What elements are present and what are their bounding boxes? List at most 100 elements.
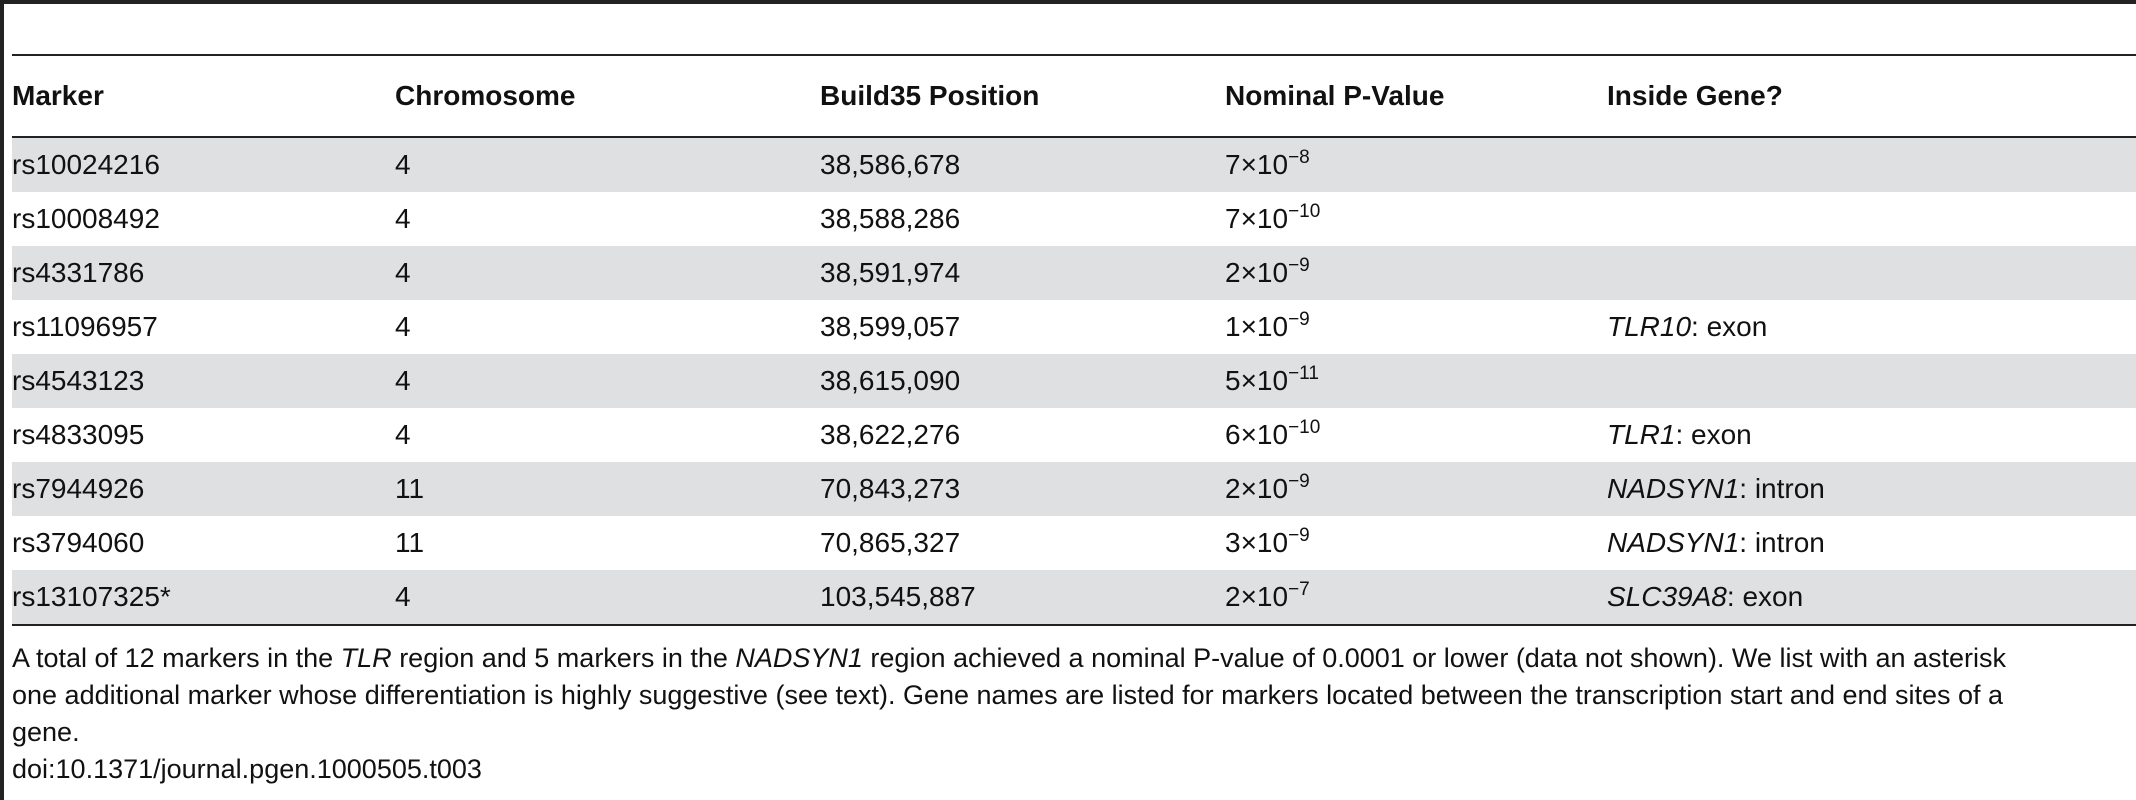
gene-separator: : <box>1739 527 1755 558</box>
table-header-row: Marker Chromosome Build35 Position Nomin… <box>12 55 2136 137</box>
cell-chromosome: 4 <box>395 203 411 234</box>
footnote-line-3: gene. <box>12 717 80 747</box>
cell-inside-gene <box>1607 246 2136 300</box>
gene-name: SLC39A8 <box>1607 581 1727 612</box>
gene-separator: : <box>1675 419 1692 450</box>
table-row: rs7944926 11 70,843,273 2×10−9 NADSYN1: intr… <box>12 462 2136 516</box>
table-row: rs4331786 4 38,591,974 2×10−9 <box>12 246 2136 300</box>
cell-p-value: 2×10−9 <box>1225 462 1607 516</box>
cell-inside-gene <box>1607 354 2136 408</box>
p-value-mantissa: 2 <box>1225 473 1241 504</box>
table-body: rs10024216 4 38,586,678 7×10−8 rs10008492 4 38… <box>12 137 2136 625</box>
cell-p-value: 1×10−9 <box>1225 300 1607 354</box>
left-border <box>0 0 4 800</box>
gene-separator: : <box>1739 473 1755 504</box>
cell-position: 38,591,974 <box>820 257 961 288</box>
cell-p-value: 6×10−10 <box>1225 408 1607 462</box>
gene-separator: : <box>1691 311 1707 342</box>
gene-name: NADSYN1 <box>1607 527 1740 558</box>
p-value-exponent: −10 <box>1288 201 1321 222</box>
header-marker: Marker <box>12 80 104 111</box>
doi-text: doi:10.1371/journal.pgen.1000505.t003 <box>12 754 482 784</box>
cell-chromosome: 11 <box>395 473 425 504</box>
header-p-value: Nominal P-Value <box>1225 80 1445 111</box>
cell-marker: rs4331786 <box>12 257 145 288</box>
cell-chromosome: 11 <box>395 527 425 558</box>
p-value-exponent: −9 <box>1288 255 1310 276</box>
gene-region: exon <box>1706 311 1768 342</box>
table-row: rs10024216 4 38,586,678 7×10−8 <box>12 137 2136 192</box>
table-row: rs3794060 11 70,865,327 3×10−9 NADSYN1: intr… <box>12 516 2136 570</box>
table-row: rs10008492 4 38,588,286 7×10−10 <box>12 192 2136 246</box>
p-value-exponent: −9 <box>1288 309 1310 330</box>
table-row: rs4833095 4 38,622,276 6×10−10 TLR1: exon <box>12 408 2136 462</box>
cell-position: 38,622,276 <box>820 419 961 450</box>
p-value-exponent: −8 <box>1288 147 1310 168</box>
times-sign: ×10 <box>1240 581 1289 612</box>
top-border <box>0 0 2136 4</box>
gene-region: exon <box>1691 419 1752 450</box>
table-row: rs4543123 4 38,615,090 5×10−11 <box>12 354 2136 408</box>
cell-p-value: 5×10−11 <box>1225 354 1607 408</box>
cell-inside-gene: NADSYN1: intron <box>1607 462 2136 516</box>
marker-table: Marker Chromosome Build35 Position Nomin… <box>12 54 2136 626</box>
cell-p-value: 7×10−8 <box>1225 137 1607 192</box>
cell-marker: rs3794060 <box>12 527 145 558</box>
footnote-line-2: one additional marker whose differentiat… <box>12 680 2004 710</box>
data-table-container: Marker Chromosome Build35 Position Nomin… <box>12 54 2136 626</box>
cell-p-value: 7×10−10 <box>1225 192 1607 246</box>
times-sign: ×10 <box>1240 365 1289 396</box>
cell-marker: rs10008492 <box>12 203 160 234</box>
cell-position: 38,615,090 <box>820 365 961 396</box>
cell-marker: rs13107325* <box>12 581 171 612</box>
gene-separator: : <box>1726 581 1743 612</box>
cell-p-value: 2×10−9 <box>1225 246 1607 300</box>
table-row: rs11096957 4 38,599,057 1×10−9 TLR10: exon <box>12 300 2136 354</box>
p-value-exponent: −11 <box>1288 363 1319 384</box>
p-value-exponent: −10 <box>1288 417 1321 438</box>
cell-inside-gene <box>1607 137 2136 192</box>
cell-position: 70,865,327 <box>820 527 961 558</box>
times-sign: ×10 <box>1240 203 1289 234</box>
cell-position: 38,586,678 <box>820 149 961 180</box>
cell-inside-gene: NADSYN1: intron <box>1607 516 2136 570</box>
table-footnote: A total of 12 markers in the TLR region … <box>12 640 2136 788</box>
cell-inside-gene: TLR1: exon <box>1607 408 2136 462</box>
times-sign: ×10 <box>1240 257 1289 288</box>
p-value-exponent: −9 <box>1288 471 1310 492</box>
cell-inside-gene: SLC39A8: exon <box>1607 570 2136 625</box>
cell-position: 38,588,286 <box>820 203 961 234</box>
cell-chromosome: 4 <box>395 149 411 180</box>
p-value-exponent: −9 <box>1288 525 1310 546</box>
cell-position: 70,843,273 <box>820 473 961 504</box>
gene-region: intron <box>1754 473 1825 504</box>
cell-inside-gene <box>1607 192 2136 246</box>
p-value-mantissa: 7 <box>1225 149 1241 180</box>
table-row: rs13107325* 4 103,545,887 2×10−7 SLC39A8: ex… <box>12 570 2136 625</box>
p-value-mantissa: 5 <box>1225 365 1241 396</box>
cell-p-value: 2×10−7 <box>1225 570 1607 625</box>
cell-position: 38,599,057 <box>820 311 961 342</box>
cell-inside-gene: TLR10: exon <box>1607 300 2136 354</box>
times-sign: ×10 <box>1240 527 1289 558</box>
cell-p-value: 3×10−9 <box>1225 516 1607 570</box>
gene-region: exon <box>1742 581 1804 612</box>
cell-chromosome: 4 <box>395 311 411 342</box>
times-sign: ×10 <box>1240 473 1289 504</box>
cell-marker: rs4833095 <box>12 419 145 450</box>
times-sign: ×10 <box>1240 419 1289 450</box>
cell-marker: rs7944926 <box>12 473 145 504</box>
p-value-exponent: −7 <box>1288 579 1310 600</box>
cell-chromosome: 4 <box>395 257 411 288</box>
cell-marker: rs4543123 <box>12 365 145 396</box>
p-value-mantissa: 2 <box>1225 257 1241 288</box>
cell-marker: rs11096957 <box>12 311 158 342</box>
gene-name: NADSYN1 <box>1607 473 1740 504</box>
footnote-line-1: A total of 12 markers in the TLR region … <box>12 643 2007 673</box>
cell-chromosome: 4 <box>395 419 411 450</box>
p-value-mantissa: 2 <box>1225 581 1241 612</box>
p-value-mantissa: 1 <box>1225 311 1241 342</box>
times-sign: ×10 <box>1240 149 1289 180</box>
p-value-mantissa: 6 <box>1225 419 1241 450</box>
header-chromosome: Chromosome <box>395 80 576 111</box>
